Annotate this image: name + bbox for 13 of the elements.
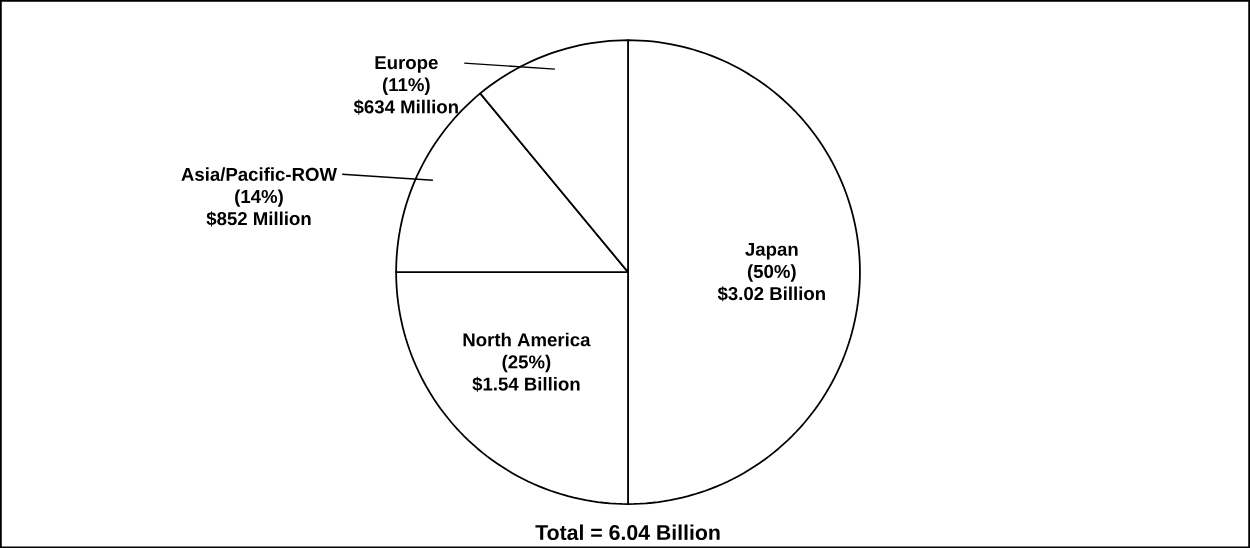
data-label: (11%) — [382, 77, 430, 95]
slice-label: Asia/Pacific-ROW — [181, 167, 338, 181]
data-label: (14%) — [235, 189, 283, 207]
slice-label: North America — [463, 332, 591, 347]
text: $634 Million — [353, 99, 458, 115]
text: $3.02 Billion — [717, 286, 825, 302]
text: Total = 6.04 Billion — [535, 524, 720, 540]
slice-label: Japan — [745, 242, 798, 260]
legend-label: Europe — [375, 56, 438, 73]
text: $1.54 Billion — [472, 376, 580, 392]
text: $852 Million — [206, 211, 311, 227]
data-label: (25%) — [502, 354, 551, 373]
data-label: (50%) — [747, 264, 796, 282]
